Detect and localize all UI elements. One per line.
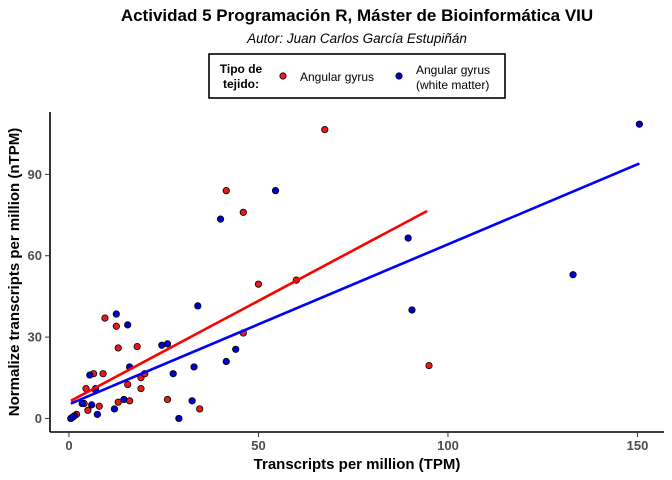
legend-label-white-matter-line-1: Angular gyrus (416, 63, 490, 77)
data-point-white-matter (194, 302, 202, 310)
data-point-white-matter (110, 405, 119, 413)
data-point-angular-gyrus (222, 187, 230, 195)
data-point-angular-gyrus (99, 370, 107, 378)
legend-title-line-2: tejido: (223, 77, 259, 91)
data-point-angular-gyrus (133, 342, 141, 351)
data-point-white-matter (222, 357, 230, 366)
y-tick-label: 90 (28, 167, 42, 182)
data-point-angular-gyrus (425, 361, 433, 370)
data-point-angular-gyrus (196, 405, 204, 413)
legend-key-white-matter (395, 72, 403, 80)
data-point-angular-gyrus (84, 406, 92, 414)
data-point-angular-gyrus (114, 344, 122, 352)
data-point-white-matter (232, 345, 240, 353)
data-point-white-matter (216, 215, 225, 223)
data-point-white-matter (88, 401, 96, 409)
x-tick-label: 0 (65, 438, 72, 453)
data-point-white-matter (86, 371, 94, 379)
data-point-white-matter (78, 399, 86, 408)
chart-title: Actividad 5 Programación R, Máster de Bi… (121, 6, 593, 25)
x-tick-label: 100 (437, 438, 459, 453)
data-point-white-matter (635, 120, 643, 128)
data-point-white-matter (69, 413, 77, 421)
data-point-white-matter (112, 310, 120, 318)
data-point-white-matter (158, 341, 166, 349)
legend-key-angular-gyrus (279, 72, 287, 80)
chart-subtitle: Autor: Juan Carlos García Estupiñán (246, 31, 467, 46)
data-point-white-matter (188, 397, 196, 405)
x-axis-title: Transcripts per million (TPM) (254, 456, 461, 473)
data-point-white-matter (175, 414, 183, 423)
y-tick-label: 30 (28, 330, 42, 345)
legend: Tipo de tejido: Angular gyrus Angular gy… (208, 53, 506, 99)
legend-label-white-matter-line-2: (white matter) (416, 78, 489, 92)
data-point-angular-gyrus (239, 208, 247, 216)
data-point-white-matter (404, 234, 412, 242)
data-point-angular-gyrus (112, 322, 120, 330)
data-point-white-matter (408, 306, 416, 314)
data-point-angular-gyrus (95, 402, 103, 410)
data-point-white-matter (271, 187, 280, 195)
data-point-angular-gyrus (321, 126, 329, 134)
data-point-angular-gyrus (114, 398, 122, 406)
y-tick-label: 60 (28, 248, 42, 263)
data-point-white-matter (120, 395, 128, 404)
legend-title-line-1: Tipo de (220, 62, 263, 76)
data-point-angular-gyrus (163, 395, 172, 404)
data-point-white-matter (569, 271, 577, 279)
data-point-white-matter (190, 363, 198, 371)
axis-ticks: 0 50 100 150 0 30 60 90 (28, 167, 649, 453)
data-point-angular-gyrus (124, 380, 132, 389)
data-point-angular-gyrus (137, 385, 145, 393)
legend-label-angular-gyrus: Angular gyrus (300, 70, 374, 84)
legend-box (208, 53, 506, 99)
fit-line-white-matter (70, 162, 640, 405)
data-point-angular-gyrus (254, 280, 263, 288)
data-point-white-matter (124, 321, 132, 329)
plot-area (67, 120, 643, 423)
data-point-angular-gyrus (101, 314, 109, 322)
y-axis-title: Normalize transcripts per million (nTPM) (6, 128, 23, 416)
data-point-white-matter (93, 410, 101, 418)
x-tick-label: 50 (251, 438, 265, 453)
data-point-white-matter (169, 370, 177, 378)
x-tick-label: 150 (627, 438, 649, 453)
fit-line-angular-gyrus (70, 209, 428, 402)
y-tick-label: 0 (35, 411, 42, 426)
